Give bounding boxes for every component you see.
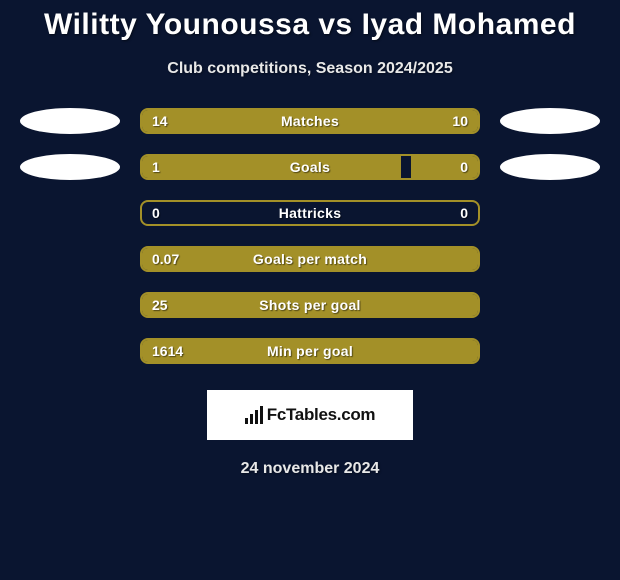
stat-left-value: 25 [152,297,168,313]
stat-label: Goals per match [253,251,367,267]
stat-rows: 14 Matches 10 1 Goals 0 0 Hattricks 0 0.07 Goals p… [0,108,620,364]
stat-left-value: 0.07 [152,251,179,267]
stat-row: 0 Hattricks 0 [0,200,620,226]
stat-right-value: 10 [452,113,468,129]
stat-row: 14 Matches 10 [0,108,620,134]
stat-label: Hattricks [279,205,342,221]
subtitle: Club competitions, Season 2024/2025 [167,60,452,78]
stat-bar: 0 Hattricks 0 [140,200,480,226]
player-left-indicator [20,154,120,180]
stat-right-value: 0 [460,159,468,175]
brand-logo: FcTables.com [207,390,413,440]
stat-left-value: 1 [152,159,160,175]
stat-left-value: 1614 [152,343,183,359]
logo-text: FcTables.com [267,405,376,425]
stat-row: 25 Shots per goal [0,292,620,318]
stat-left-value: 0 [152,205,160,221]
stat-right-value: 0 [460,205,468,221]
stat-left-value: 14 [152,113,168,129]
stat-row: 0.07 Goals per match [0,246,620,272]
stat-bar: 1614 Min per goal [140,338,480,364]
bar-fill-left [142,156,401,178]
stat-bar: 25 Shots per goal [140,292,480,318]
stat-row: 1 Goals 0 [0,154,620,180]
date-label: 24 november 2024 [241,460,380,478]
stat-bar: 1 Goals 0 [140,154,480,180]
stat-label: Matches [281,113,339,129]
stat-bar: 14 Matches 10 [140,108,480,134]
stat-label: Shots per goal [259,297,360,313]
stat-bar: 0.07 Goals per match [140,246,480,272]
comparison-card: Wilitty Younoussa vs Iyad Mohamed Club c… [0,0,620,580]
page-title: Wilitty Younoussa vs Iyad Mohamed [44,8,576,42]
stat-row: 1614 Min per goal [0,338,620,364]
player-right-indicator [500,108,600,134]
player-right-indicator [500,154,600,180]
bar-chart-icon [245,406,263,424]
stat-label: Goals [290,159,330,175]
player-left-indicator [20,108,120,134]
stat-label: Min per goal [267,343,353,359]
